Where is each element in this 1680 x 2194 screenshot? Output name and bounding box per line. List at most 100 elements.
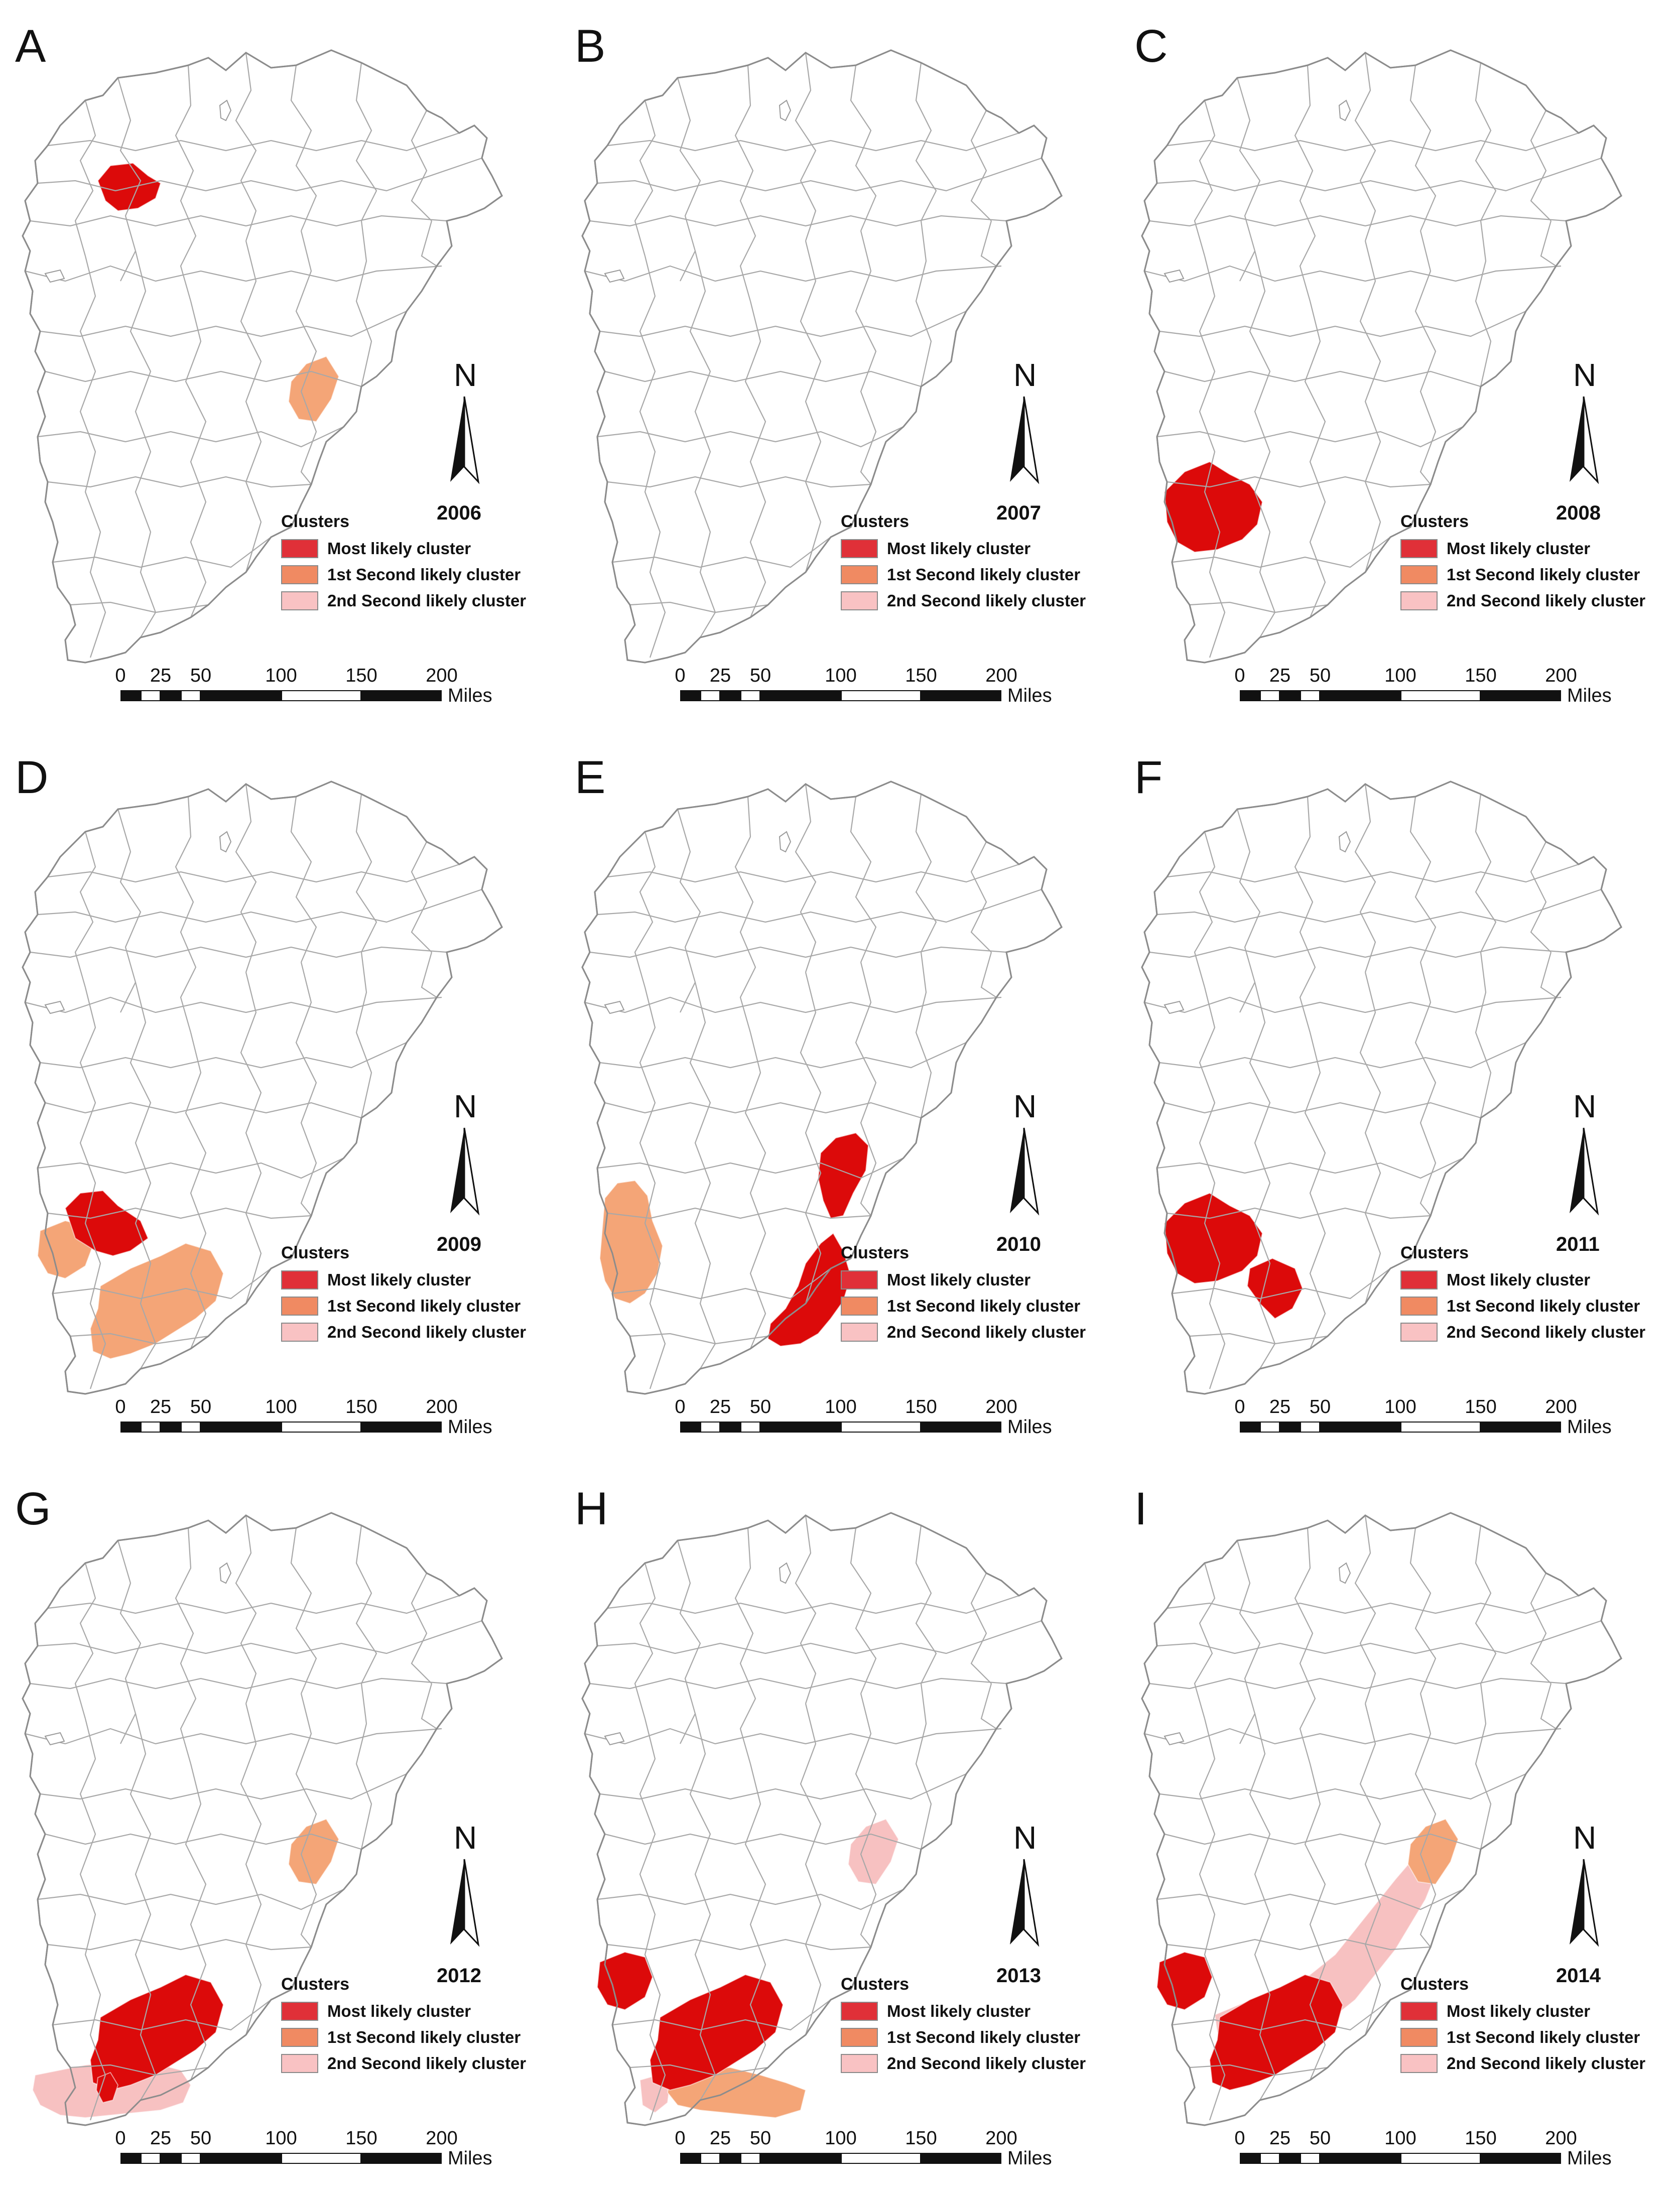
county-boundary: [79, 987, 106, 1389]
scale-tick-label: 25: [709, 665, 731, 686]
legend-item: 1st Second likely cluster: [1400, 1293, 1680, 1319]
scale-tick-label: 200: [1545, 2128, 1577, 2149]
scale-tick-label: 100: [825, 665, 857, 686]
county-boundary: [584, 996, 1002, 1013]
scale-segment: [841, 2153, 921, 2164]
county-boundary: [1156, 1620, 1602, 1654]
legend-item: 1st Second likely cluster: [281, 2024, 562, 2050]
scale-segment: [680, 690, 700, 701]
province-map: [581, 49, 1063, 664]
scale-units: Miles: [448, 1416, 492, 1438]
legend-swatch: [281, 2054, 318, 2073]
north-arrow-icon: [1570, 1127, 1599, 1216]
scale-bar: 0 25 50 100 150 200 Miles: [115, 1396, 502, 1457]
county-boundary: [734, 1527, 756, 1764]
map-panel-i: I N 2014 Clusters Most likely cluster 1st Sec…: [1119, 1463, 1679, 2194]
scale-segment: [1280, 690, 1300, 701]
county-boundary: [1475, 794, 1497, 953]
county-boundary: [607, 1207, 871, 1219]
scale-segment: [120, 690, 141, 701]
county-boundary: [639, 1718, 666, 2121]
legend-title: Clusters: [281, 512, 350, 531]
scale-segment: [1400, 2153, 1481, 2164]
county-boundary: [1414, 962, 1437, 1216]
scale-segment: [201, 690, 281, 701]
scale-tick-label: 50: [1309, 665, 1331, 686]
legend-item: Most likely cluster: [1400, 1998, 1680, 2024]
county-boundary: [1144, 265, 1562, 282]
panel-letter: B: [575, 21, 606, 72]
scale-bar: 0 25 50 100 150 200 Miles: [675, 665, 1062, 725]
legend: Clusters Most likely cluster 1st Second li…: [841, 1243, 1122, 1345]
scale-bar: 0 25 50 100 150 200 Miles: [675, 1396, 1062, 1457]
north-arrow-icon: [1010, 396, 1040, 484]
scale-bar: 0 25 50 100 150 200 Miles: [115, 665, 502, 725]
north-arrow-icon: [1010, 1859, 1040, 1947]
scale-segment: [760, 2153, 841, 2164]
county-boundary: [175, 1527, 197, 1764]
scale-units: Miles: [1007, 685, 1052, 706]
scale-segment: [720, 2153, 740, 2164]
scale-tick-label: 50: [190, 1396, 212, 1417]
county-boundary: [1167, 1207, 1431, 1219]
north-arrow-icon: [1010, 1127, 1040, 1216]
scale-segment: [720, 690, 740, 701]
north-label: N: [454, 357, 477, 393]
scale-segment: [201, 2153, 281, 2164]
county-boundary: [1304, 1763, 1326, 2081]
scale-segment: [1280, 1422, 1300, 1433]
scale-segment: [161, 2153, 181, 2164]
legend-label: 2nd Second likely cluster: [327, 2054, 527, 2073]
county-boundary: [855, 1693, 877, 1948]
scale-segment: [1240, 1422, 1260, 1433]
north-arrow-icon: [1570, 396, 1599, 484]
county-boundary: [30, 946, 447, 958]
county-boundary: [355, 62, 377, 221]
scale-tick-label: 150: [345, 2128, 377, 2149]
scale-segment: [841, 1422, 921, 1433]
county-boundary: [734, 65, 756, 302]
scale-units: Miles: [1007, 1416, 1052, 1438]
scale-tick-label: 0: [675, 2128, 686, 2149]
county-boundary: [45, 1102, 362, 1119]
county-boundary: [1167, 1939, 1431, 1951]
legend-swatch: [281, 591, 318, 610]
county-boundary: [47, 1939, 312, 1951]
scale-segment: [181, 1422, 201, 1433]
lake-shape: [44, 269, 65, 283]
county-boundary: [47, 1207, 312, 1219]
county-boundary: [689, 982, 716, 1369]
county-boundary: [744, 1763, 766, 2081]
legend-label: 2nd Second likely cluster: [327, 591, 527, 610]
county-boundary: [607, 476, 871, 488]
legend-label: 2nd Second likely cluster: [327, 1323, 527, 1341]
legend-item: 2nd Second likely cluster: [281, 1319, 562, 1345]
scale-tick-label: 100: [265, 1396, 297, 1417]
county-boundary: [1144, 996, 1562, 1013]
scale-tick-label: 50: [749, 665, 771, 686]
county-boundary: [30, 215, 447, 227]
scale-segment: [700, 2153, 720, 2164]
county-boundary: [421, 220, 437, 267]
county-boundary: [411, 1573, 432, 1684]
legend-label: Most likely cluster: [1447, 2002, 1591, 2020]
county-boundary: [295, 962, 317, 1216]
scale-bar: 0 25 50 100 150 200 Miles: [115, 2128, 502, 2188]
scale-segment: [361, 690, 442, 701]
county-boundary: [1172, 1268, 1391, 1300]
county-boundary: [1530, 841, 1552, 953]
scale-segment: [1320, 2153, 1400, 2164]
county-boundary: [411, 110, 432, 221]
county-boundary: [1144, 1728, 1562, 1745]
scale-segment: [281, 1422, 361, 1433]
legend-label: 2nd Second likely cluster: [1447, 1323, 1646, 1341]
county-boundary: [1167, 863, 1579, 883]
province-border: [581, 49, 1063, 664]
county-boundary: [744, 301, 766, 618]
county-boundary: [1359, 1703, 1381, 2035]
scale-tick-label: 25: [150, 665, 172, 686]
legend-label: 1st Second likely cluster: [327, 565, 521, 584]
legend-swatch: [281, 2002, 318, 2021]
legend-title: Clusters: [281, 1975, 350, 1994]
county-boundary: [355, 1525, 377, 1684]
